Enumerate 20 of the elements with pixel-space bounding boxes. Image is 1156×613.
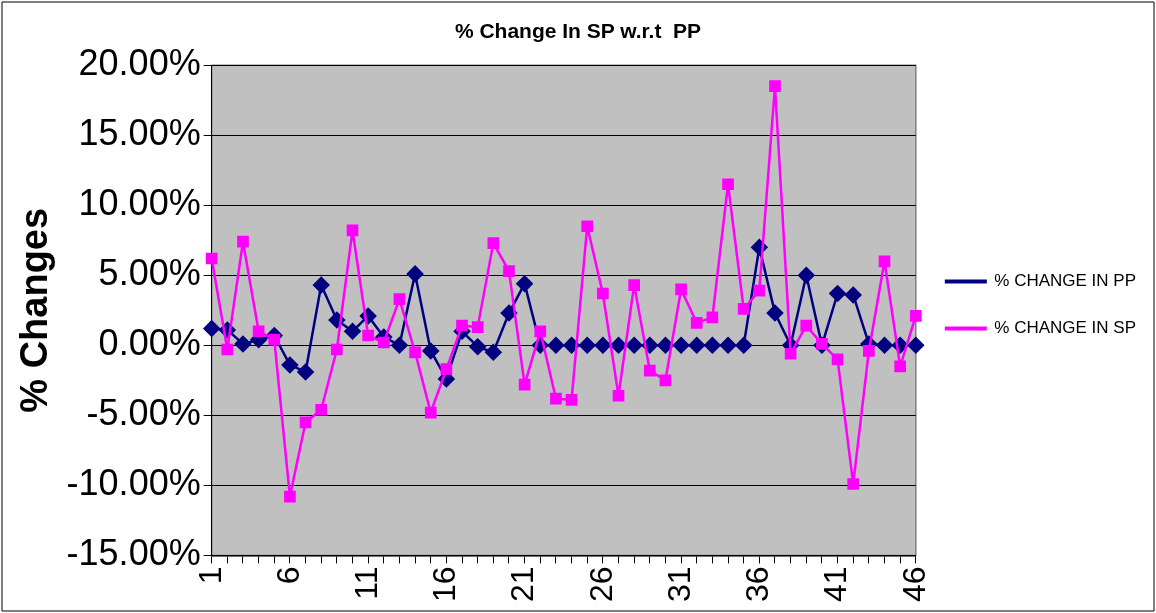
x-tick-label: 31	[660, 566, 697, 602]
y-tick-label: 0.00%	[98, 322, 201, 364]
y-tick-label: -5.00%	[86, 392, 201, 434]
y-tick-label: -10.00%	[66, 462, 201, 504]
x-tick-label: 21	[504, 566, 541, 602]
chart-title: % Change In SP w.r.t PP	[454, 19, 702, 43]
y-tick-label: 20.00%	[78, 42, 201, 84]
legend-label: % CHANGE IN SP	[994, 318, 1137, 338]
x-tick-label: 11	[347, 566, 384, 600]
x-tick-label: 46	[895, 566, 932, 602]
y-tick-label: 10.00%	[78, 182, 201, 224]
y-tick-label: 5.00%	[98, 252, 201, 294]
x-tick-label: 41	[817, 566, 854, 602]
y-axis-title: % Changes	[13, 207, 56, 413]
x-tick-label: 36	[739, 566, 776, 602]
y-tick-label: 15.00%	[78, 112, 201, 154]
legend-label: % CHANGE IN PP	[994, 271, 1137, 291]
x-tick-label: 26	[582, 566, 619, 602]
x-tick-label: 16	[426, 566, 463, 602]
x-tick-label: 6	[269, 566, 306, 585]
